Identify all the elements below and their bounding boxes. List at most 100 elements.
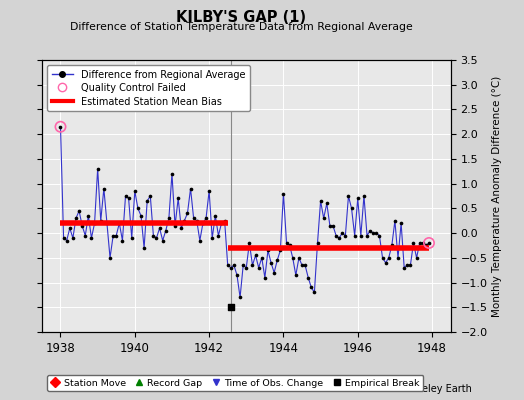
Point bbox=[313, 240, 322, 246]
Point bbox=[112, 232, 121, 239]
Point bbox=[109, 232, 117, 239]
Point bbox=[226, 264, 235, 271]
Point bbox=[298, 262, 306, 268]
Point bbox=[202, 215, 210, 222]
Point bbox=[252, 252, 260, 258]
Point bbox=[88, 235, 96, 241]
Point bbox=[106, 255, 114, 261]
Point bbox=[127, 235, 136, 241]
Point bbox=[258, 255, 266, 261]
Point bbox=[56, 124, 64, 130]
Point bbox=[211, 212, 220, 219]
Point bbox=[419, 240, 427, 246]
Point bbox=[183, 210, 192, 216]
Point bbox=[192, 218, 201, 224]
Point bbox=[122, 193, 130, 199]
Point bbox=[180, 218, 189, 224]
Point bbox=[289, 255, 297, 261]
Point bbox=[84, 212, 93, 219]
Point bbox=[304, 274, 312, 281]
Point bbox=[245, 240, 254, 246]
Point bbox=[282, 240, 291, 246]
Point bbox=[56, 124, 64, 130]
Point bbox=[369, 230, 377, 236]
Point bbox=[187, 185, 195, 192]
Point bbox=[208, 235, 216, 241]
Point bbox=[158, 237, 167, 244]
Point bbox=[381, 260, 390, 266]
Point bbox=[255, 264, 263, 271]
Y-axis label: Monthly Temperature Anomaly Difference (°C): Monthly Temperature Anomaly Difference (… bbox=[492, 75, 501, 317]
Point bbox=[62, 237, 71, 244]
Point bbox=[226, 304, 235, 310]
Point bbox=[347, 205, 356, 212]
Point bbox=[118, 237, 127, 244]
Point bbox=[177, 225, 185, 231]
Point bbox=[341, 232, 350, 239]
Point bbox=[301, 262, 309, 268]
Point bbox=[422, 242, 430, 249]
Point bbox=[425, 240, 433, 246]
Point bbox=[190, 215, 198, 222]
Point bbox=[366, 228, 374, 234]
Point bbox=[78, 222, 86, 229]
Point bbox=[320, 215, 328, 222]
Point bbox=[344, 193, 353, 199]
Point bbox=[75, 208, 83, 214]
Point bbox=[221, 218, 229, 224]
Text: Berkeley Earth: Berkeley Earth bbox=[400, 384, 472, 394]
Point bbox=[360, 193, 368, 199]
Point bbox=[152, 235, 161, 241]
Point bbox=[267, 260, 275, 266]
Point bbox=[412, 255, 421, 261]
Point bbox=[397, 220, 405, 226]
Point bbox=[406, 262, 414, 268]
Point bbox=[224, 262, 232, 268]
Point bbox=[323, 200, 331, 207]
Point bbox=[354, 195, 362, 202]
Point bbox=[329, 222, 337, 229]
Point bbox=[363, 232, 371, 239]
Point bbox=[394, 255, 402, 261]
Point bbox=[90, 220, 99, 226]
Point bbox=[409, 240, 418, 246]
Text: Difference of Station Temperature Data from Regional Average: Difference of Station Temperature Data f… bbox=[70, 22, 412, 32]
Point bbox=[96, 218, 105, 224]
Point bbox=[357, 232, 365, 239]
Point bbox=[66, 225, 74, 231]
Point bbox=[425, 240, 433, 246]
Point bbox=[264, 247, 272, 254]
Point bbox=[195, 237, 204, 244]
Point bbox=[307, 284, 315, 291]
Point bbox=[292, 272, 300, 278]
Legend: Difference from Regional Average, Quality Control Failed, Estimated Station Mean: Difference from Regional Average, Qualit… bbox=[47, 65, 250, 111]
Text: KILBY'S GAP (1): KILBY'S GAP (1) bbox=[176, 10, 306, 25]
Point bbox=[378, 255, 387, 261]
Point bbox=[294, 255, 303, 261]
Point bbox=[137, 212, 145, 219]
Legend: Station Move, Record Gap, Time of Obs. Change, Empirical Break: Station Move, Record Gap, Time of Obs. C… bbox=[47, 375, 423, 391]
Point bbox=[217, 220, 226, 226]
Point bbox=[81, 232, 90, 239]
Point bbox=[260, 274, 269, 281]
Point bbox=[199, 220, 207, 226]
Point bbox=[146, 193, 155, 199]
Point bbox=[140, 245, 148, 251]
Point bbox=[93, 166, 102, 172]
Point bbox=[236, 294, 244, 300]
Point bbox=[332, 232, 340, 239]
Point bbox=[171, 222, 179, 229]
Point bbox=[388, 242, 396, 249]
Point bbox=[115, 220, 124, 226]
Point bbox=[149, 232, 158, 239]
Point bbox=[161, 228, 170, 234]
Point bbox=[316, 198, 325, 204]
Point bbox=[248, 262, 257, 268]
Point bbox=[100, 185, 108, 192]
Point bbox=[72, 215, 80, 222]
Point bbox=[375, 232, 384, 239]
Point bbox=[391, 218, 399, 224]
Point bbox=[230, 262, 238, 268]
Point bbox=[279, 190, 288, 197]
Point bbox=[310, 289, 319, 296]
